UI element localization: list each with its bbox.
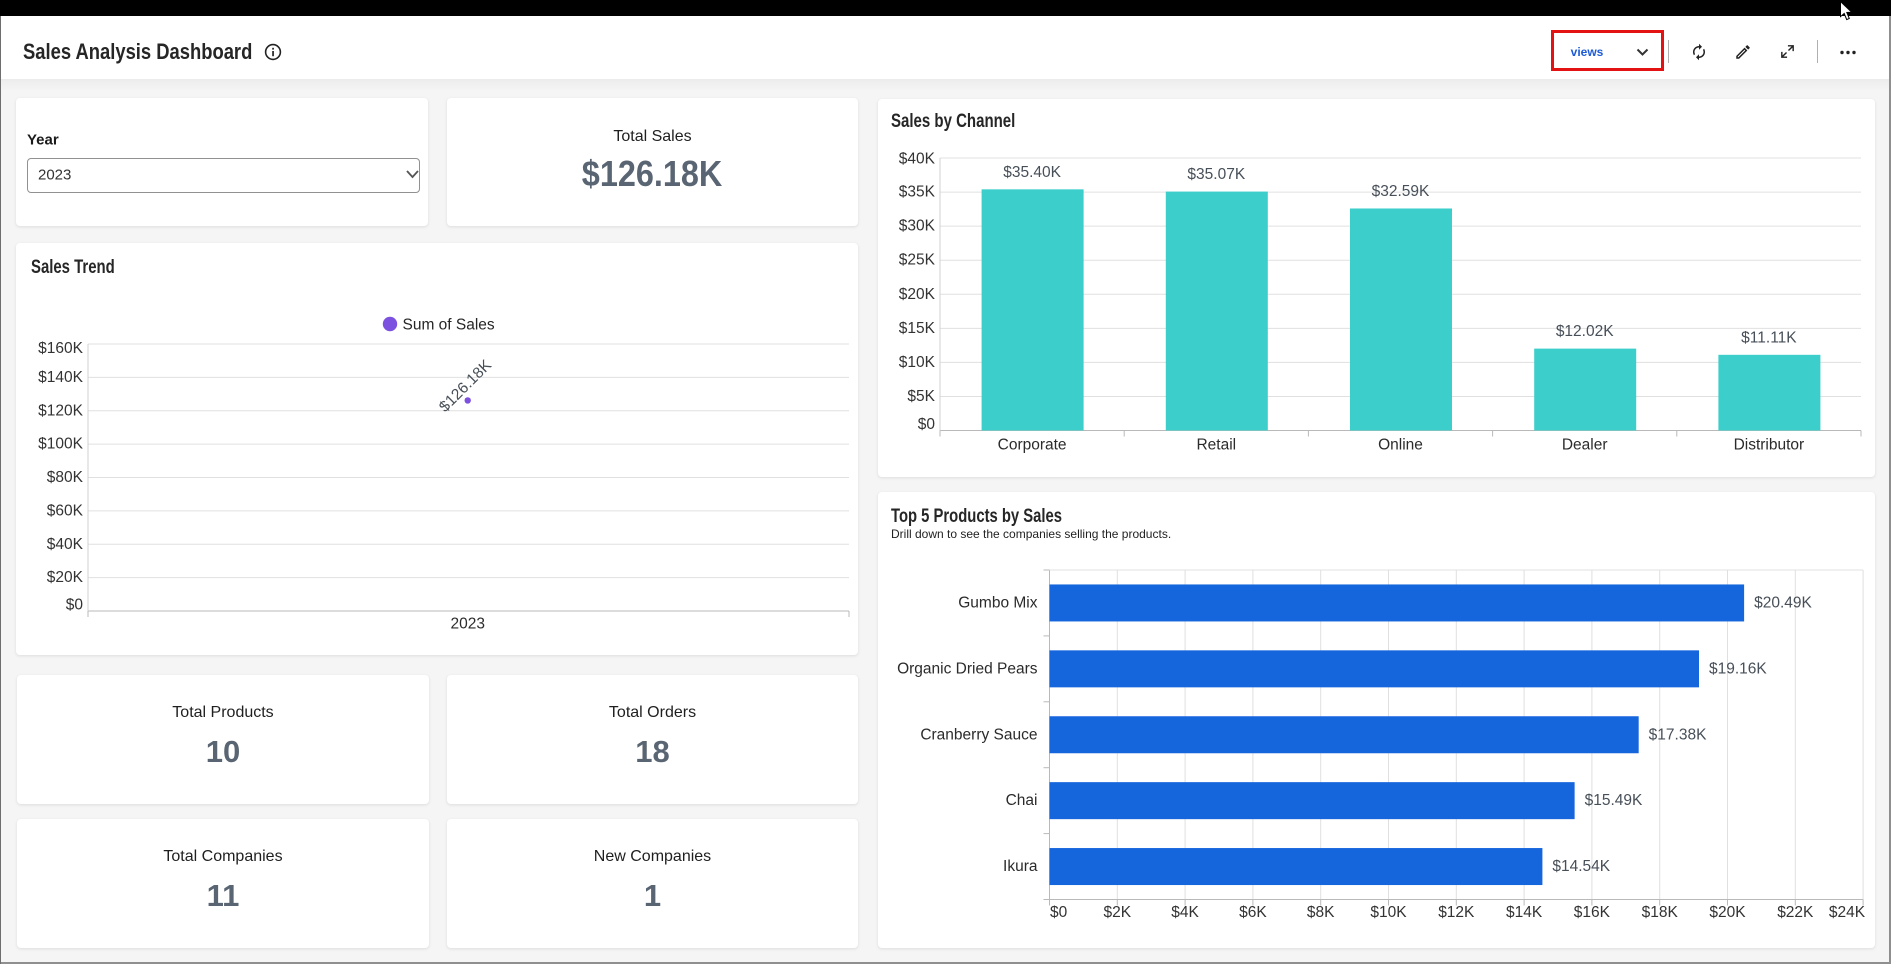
svg-text:$15.49K: $15.49K	[1585, 792, 1643, 809]
svg-text:$160K: $160K	[38, 340, 83, 357]
svg-text:$140K: $140K	[38, 369, 83, 386]
svg-text:$22K: $22K	[1777, 904, 1814, 921]
svg-text:$126.18K: $126.18K	[436, 356, 495, 415]
svg-text:$20K: $20K	[899, 286, 936, 303]
svg-text:$14K: $14K	[1506, 904, 1543, 921]
svg-text:$17.38K: $17.38K	[1649, 726, 1707, 743]
svg-text:$40K: $40K	[47, 536, 84, 553]
svg-text:Cranberry Sauce: Cranberry Sauce	[920, 726, 1037, 743]
svg-text:Retail: Retail	[1196, 437, 1236, 454]
svg-text:$16K: $16K	[1574, 904, 1611, 921]
svg-text:Chai: Chai	[1006, 792, 1038, 809]
svg-text:$120K: $120K	[38, 402, 83, 419]
svg-text:$8K: $8K	[1307, 904, 1335, 921]
svg-text:$35.40K: $35.40K	[1003, 164, 1061, 181]
svg-text:$100K: $100K	[38, 436, 83, 453]
svg-text:$35K: $35K	[899, 184, 936, 201]
svg-text:Distributor: Distributor	[1734, 437, 1805, 454]
svg-text:$20K: $20K	[47, 569, 84, 586]
svg-text:$60K: $60K	[47, 502, 84, 519]
svg-text:$6K: $6K	[1239, 904, 1267, 921]
svg-text:$11.11K: $11.11K	[1741, 329, 1797, 346]
svg-text:$4K: $4K	[1171, 904, 1199, 921]
svg-text:$2K: $2K	[1104, 904, 1132, 921]
svg-text:$20.49K: $20.49K	[1754, 594, 1812, 611]
svg-text:$12.02K: $12.02K	[1556, 323, 1614, 340]
svg-text:$10K: $10K	[1370, 904, 1407, 921]
svg-text:$0: $0	[66, 597, 84, 614]
svg-text:$25K: $25K	[899, 252, 936, 269]
svg-text:$40K: $40K	[899, 151, 936, 168]
svg-text:$0: $0	[1050, 904, 1068, 921]
svg-text:Gumbo Mix: Gumbo Mix	[958, 594, 1037, 611]
svg-text:Sum of Sales: Sum of Sales	[403, 317, 495, 334]
svg-text:Corporate: Corporate	[998, 437, 1067, 454]
svg-text:$18K: $18K	[1642, 904, 1679, 921]
svg-text:$5K: $5K	[907, 388, 935, 405]
svg-text:Ikura: Ikura	[1003, 858, 1038, 875]
svg-text:$15K: $15K	[899, 320, 936, 337]
svg-text:$35.07K: $35.07K	[1187, 166, 1245, 183]
svg-text:Dealer: Dealer	[1562, 437, 1608, 454]
svg-text:$32.59K: $32.59K	[1372, 183, 1430, 200]
svg-text:$19.16K: $19.16K	[1709, 660, 1767, 677]
svg-text:$80K: $80K	[47, 469, 84, 486]
svg-text:$10K: $10K	[899, 354, 936, 371]
svg-text:Organic Dried Pears: Organic Dried Pears	[897, 660, 1038, 677]
svg-text:$20K: $20K	[1709, 904, 1746, 921]
svg-text:$14.54K: $14.54K	[1552, 858, 1610, 875]
svg-text:2023: 2023	[450, 616, 484, 633]
svg-text:$30K: $30K	[899, 218, 936, 235]
svg-text:Online: Online	[1378, 437, 1423, 454]
svg-text:$0: $0	[918, 416, 936, 433]
svg-text:$24K: $24K	[1829, 904, 1866, 921]
svg-text:$12K: $12K	[1438, 904, 1475, 921]
